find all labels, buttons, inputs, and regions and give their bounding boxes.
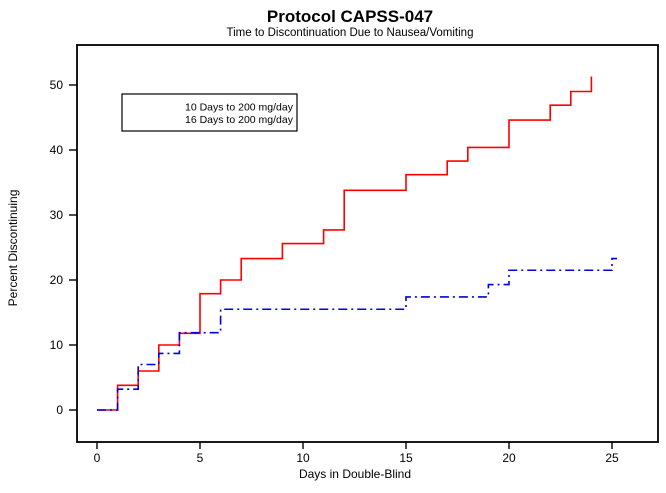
legend: 10 Days to 200 mg/day 16 Days to 200 mg/… [121,93,298,132]
legend-label-series-1: 10 Days to 200 mg/day [185,102,294,114]
x-tick-label: 0 [94,451,101,465]
series-curve-2 [97,257,617,411]
plot-frame [76,44,659,443]
y-tick-label: 30 [50,208,64,222]
y-tick-label: 0 [56,403,63,417]
y-tick-label: 40 [50,143,64,157]
chart-generated-layer: 0 5 10 15 20 25 0 10 20 30 40 50 [50,76,619,465]
y-axis-label: Percent Discontinuing [6,190,20,307]
chart-title: Protocol CAPSS-047 [267,7,433,26]
legend-label-series-2: 16 Days to 200 mg/day [185,114,294,126]
x-axis-label: Days in Double-Blind [299,467,411,481]
x-tick-label: 25 [605,451,619,465]
x-tick-label: 15 [399,451,413,465]
legend-box [121,93,298,132]
x-tick-label: 20 [502,451,516,465]
y-tick-label: 50 [50,78,64,92]
x-tick-label: 10 [296,451,310,465]
y-tick-label: 20 [50,273,64,287]
y-tick-label: 10 [50,338,64,352]
x-tick-label: 5 [197,451,204,465]
chart-subtitle: Time to Discontinuation Due to Nausea/Vo… [227,27,474,39]
